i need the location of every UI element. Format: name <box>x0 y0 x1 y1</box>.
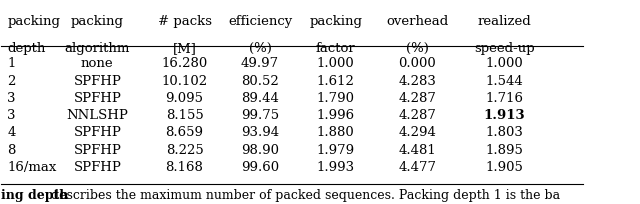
Text: SPFHP: SPFHP <box>74 91 121 104</box>
Text: 1.716: 1.716 <box>485 91 524 104</box>
Text: 2: 2 <box>7 74 15 87</box>
Text: 4.287: 4.287 <box>398 91 436 104</box>
Text: SPFHP: SPFHP <box>74 126 121 139</box>
Text: 4: 4 <box>7 126 15 139</box>
Text: efficiency: efficiency <box>228 15 292 28</box>
Text: ing depth: ing depth <box>1 188 68 201</box>
Text: 1.000: 1.000 <box>317 57 355 70</box>
Text: 4.283: 4.283 <box>398 74 436 87</box>
Text: 1: 1 <box>7 57 15 70</box>
Text: (%): (%) <box>406 41 429 54</box>
Text: 4.477: 4.477 <box>398 160 436 173</box>
Text: 4.287: 4.287 <box>398 109 436 122</box>
Text: 16/max: 16/max <box>7 160 56 173</box>
Text: 3: 3 <box>7 109 16 122</box>
Text: 1.913: 1.913 <box>483 109 525 122</box>
Text: [M]: [M] <box>173 41 196 54</box>
Text: 1.880: 1.880 <box>317 126 355 139</box>
Text: 1.803: 1.803 <box>485 126 524 139</box>
Text: 80.52: 80.52 <box>241 74 279 87</box>
Text: 10.102: 10.102 <box>161 74 207 87</box>
Text: 4.481: 4.481 <box>398 143 436 156</box>
Text: 8.225: 8.225 <box>166 143 204 156</box>
Text: 1.000: 1.000 <box>485 57 523 70</box>
Text: 1.790: 1.790 <box>317 91 355 104</box>
Text: 16.280: 16.280 <box>161 57 207 70</box>
Text: 8: 8 <box>7 143 15 156</box>
Text: 98.90: 98.90 <box>241 143 279 156</box>
Text: 1.544: 1.544 <box>485 74 523 87</box>
Text: 4.294: 4.294 <box>398 126 436 139</box>
Text: realized: realized <box>477 15 531 28</box>
Text: SPFHP: SPFHP <box>74 143 121 156</box>
Text: packing: packing <box>7 15 60 28</box>
Text: 8.659: 8.659 <box>166 126 204 139</box>
Text: none: none <box>81 57 114 70</box>
Text: 8.168: 8.168 <box>166 160 204 173</box>
Text: algorithm: algorithm <box>65 41 130 54</box>
Text: packing: packing <box>71 15 124 28</box>
Text: # packs: # packs <box>157 15 212 28</box>
Text: 0.000: 0.000 <box>398 57 436 70</box>
Text: 1.993: 1.993 <box>317 160 355 173</box>
Text: NNLSHP: NNLSHP <box>67 109 128 122</box>
Text: depth: depth <box>7 41 45 54</box>
Text: 1.895: 1.895 <box>485 143 524 156</box>
Text: describes the maximum number of packed sequences. Packing depth 1 is the ba: describes the maximum number of packed s… <box>47 188 560 201</box>
Text: 1.905: 1.905 <box>485 160 524 173</box>
Text: 1.612: 1.612 <box>317 74 355 87</box>
Text: (%): (%) <box>249 41 271 54</box>
Text: 3: 3 <box>7 91 16 104</box>
Text: packing: packing <box>309 15 362 28</box>
Text: factor: factor <box>316 41 356 54</box>
Text: 49.97: 49.97 <box>241 57 279 70</box>
Text: SPFHP: SPFHP <box>74 74 121 87</box>
Text: 89.44: 89.44 <box>241 91 279 104</box>
Text: 99.60: 99.60 <box>241 160 279 173</box>
Text: speed-up: speed-up <box>474 41 534 54</box>
Text: 9.095: 9.095 <box>166 91 204 104</box>
Text: overhead: overhead <box>386 15 448 28</box>
Text: 8.155: 8.155 <box>166 109 204 122</box>
Text: 1.979: 1.979 <box>317 143 355 156</box>
Text: SPFHP: SPFHP <box>74 160 121 173</box>
Text: 93.94: 93.94 <box>241 126 279 139</box>
Text: 1.996: 1.996 <box>317 109 355 122</box>
Text: 99.75: 99.75 <box>241 109 279 122</box>
